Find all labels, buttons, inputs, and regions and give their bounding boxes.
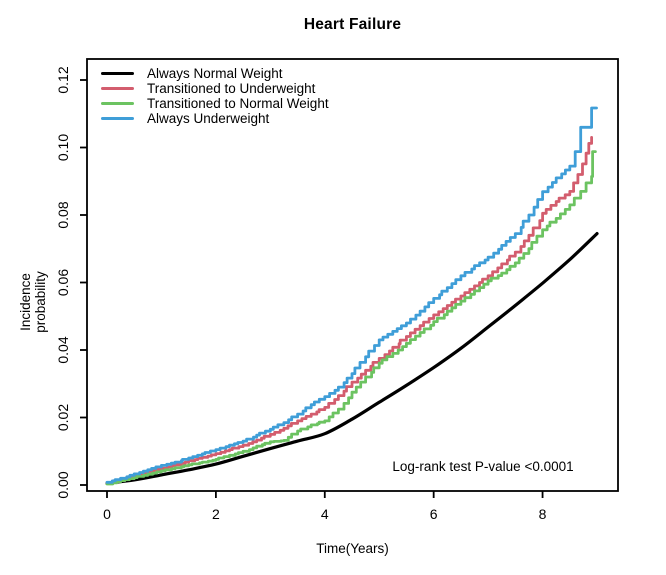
- pvalue-annotation: Log-rank test P-value <0.0001: [392, 459, 574, 474]
- y-axis-label-line2: probability: [33, 271, 48, 333]
- x-tick-label: 8: [539, 506, 547, 522]
- legend: Always Normal Weight Transitioned to Und…: [101, 66, 329, 126]
- legend-label: Always Underweight: [147, 111, 270, 126]
- x-tick-label: 2: [212, 506, 220, 522]
- y-tick-label: 0.06: [55, 269, 71, 296]
- legend-line-swatch-green: [101, 101, 134, 106]
- y-axis-label-line1: Incidence: [18, 273, 33, 331]
- y-tick-label: 0.00: [55, 471, 71, 498]
- legend-label: Transitioned to Underweight: [147, 81, 316, 96]
- x-tick-label: 0: [103, 506, 111, 522]
- chart-title: Heart Failure: [303, 16, 402, 33]
- plot-border: [86, 58, 619, 492]
- legend-item-transitioned-to-normal-weight: Transitioned to Normal Weight: [101, 96, 329, 111]
- series-line-always-normal-weight: [105, 232, 599, 485]
- y-tick-label: 0.02: [55, 404, 71, 431]
- y-tick-label: 0.10: [55, 134, 71, 161]
- x-tick-label: 4: [321, 506, 329, 522]
- y-axis-label: Incidence probability: [18, 271, 48, 333]
- series-line-transitioned-to-normal-weight: [105, 150, 597, 486]
- x-axis-label: Time(Years): [316, 541, 389, 556]
- legend-line-swatch-blue: [101, 116, 134, 121]
- legend-line-swatch-red: [101, 86, 134, 91]
- legend-item-always-normal-weight: Always Normal Weight: [101, 66, 329, 81]
- y-tick-label: 0.04: [55, 336, 71, 363]
- legend-label: Transitioned to Normal Weight: [147, 96, 329, 111]
- series-line-transitioned-to-underweight: [105, 136, 593, 485]
- legend-line-swatch-black: [101, 71, 134, 76]
- y-tick-label: 0.12: [55, 66, 71, 93]
- legend-item-transitioned-to-underweight: Transitioned to Underweight: [101, 81, 329, 96]
- y-tick-label: 0.08: [55, 201, 71, 228]
- x-tick-label: 6: [430, 506, 438, 522]
- series-line-always-underweight: [105, 106, 598, 484]
- legend-item-always-underweight: Always Underweight: [101, 111, 329, 126]
- legend-label: Always Normal Weight: [147, 66, 283, 81]
